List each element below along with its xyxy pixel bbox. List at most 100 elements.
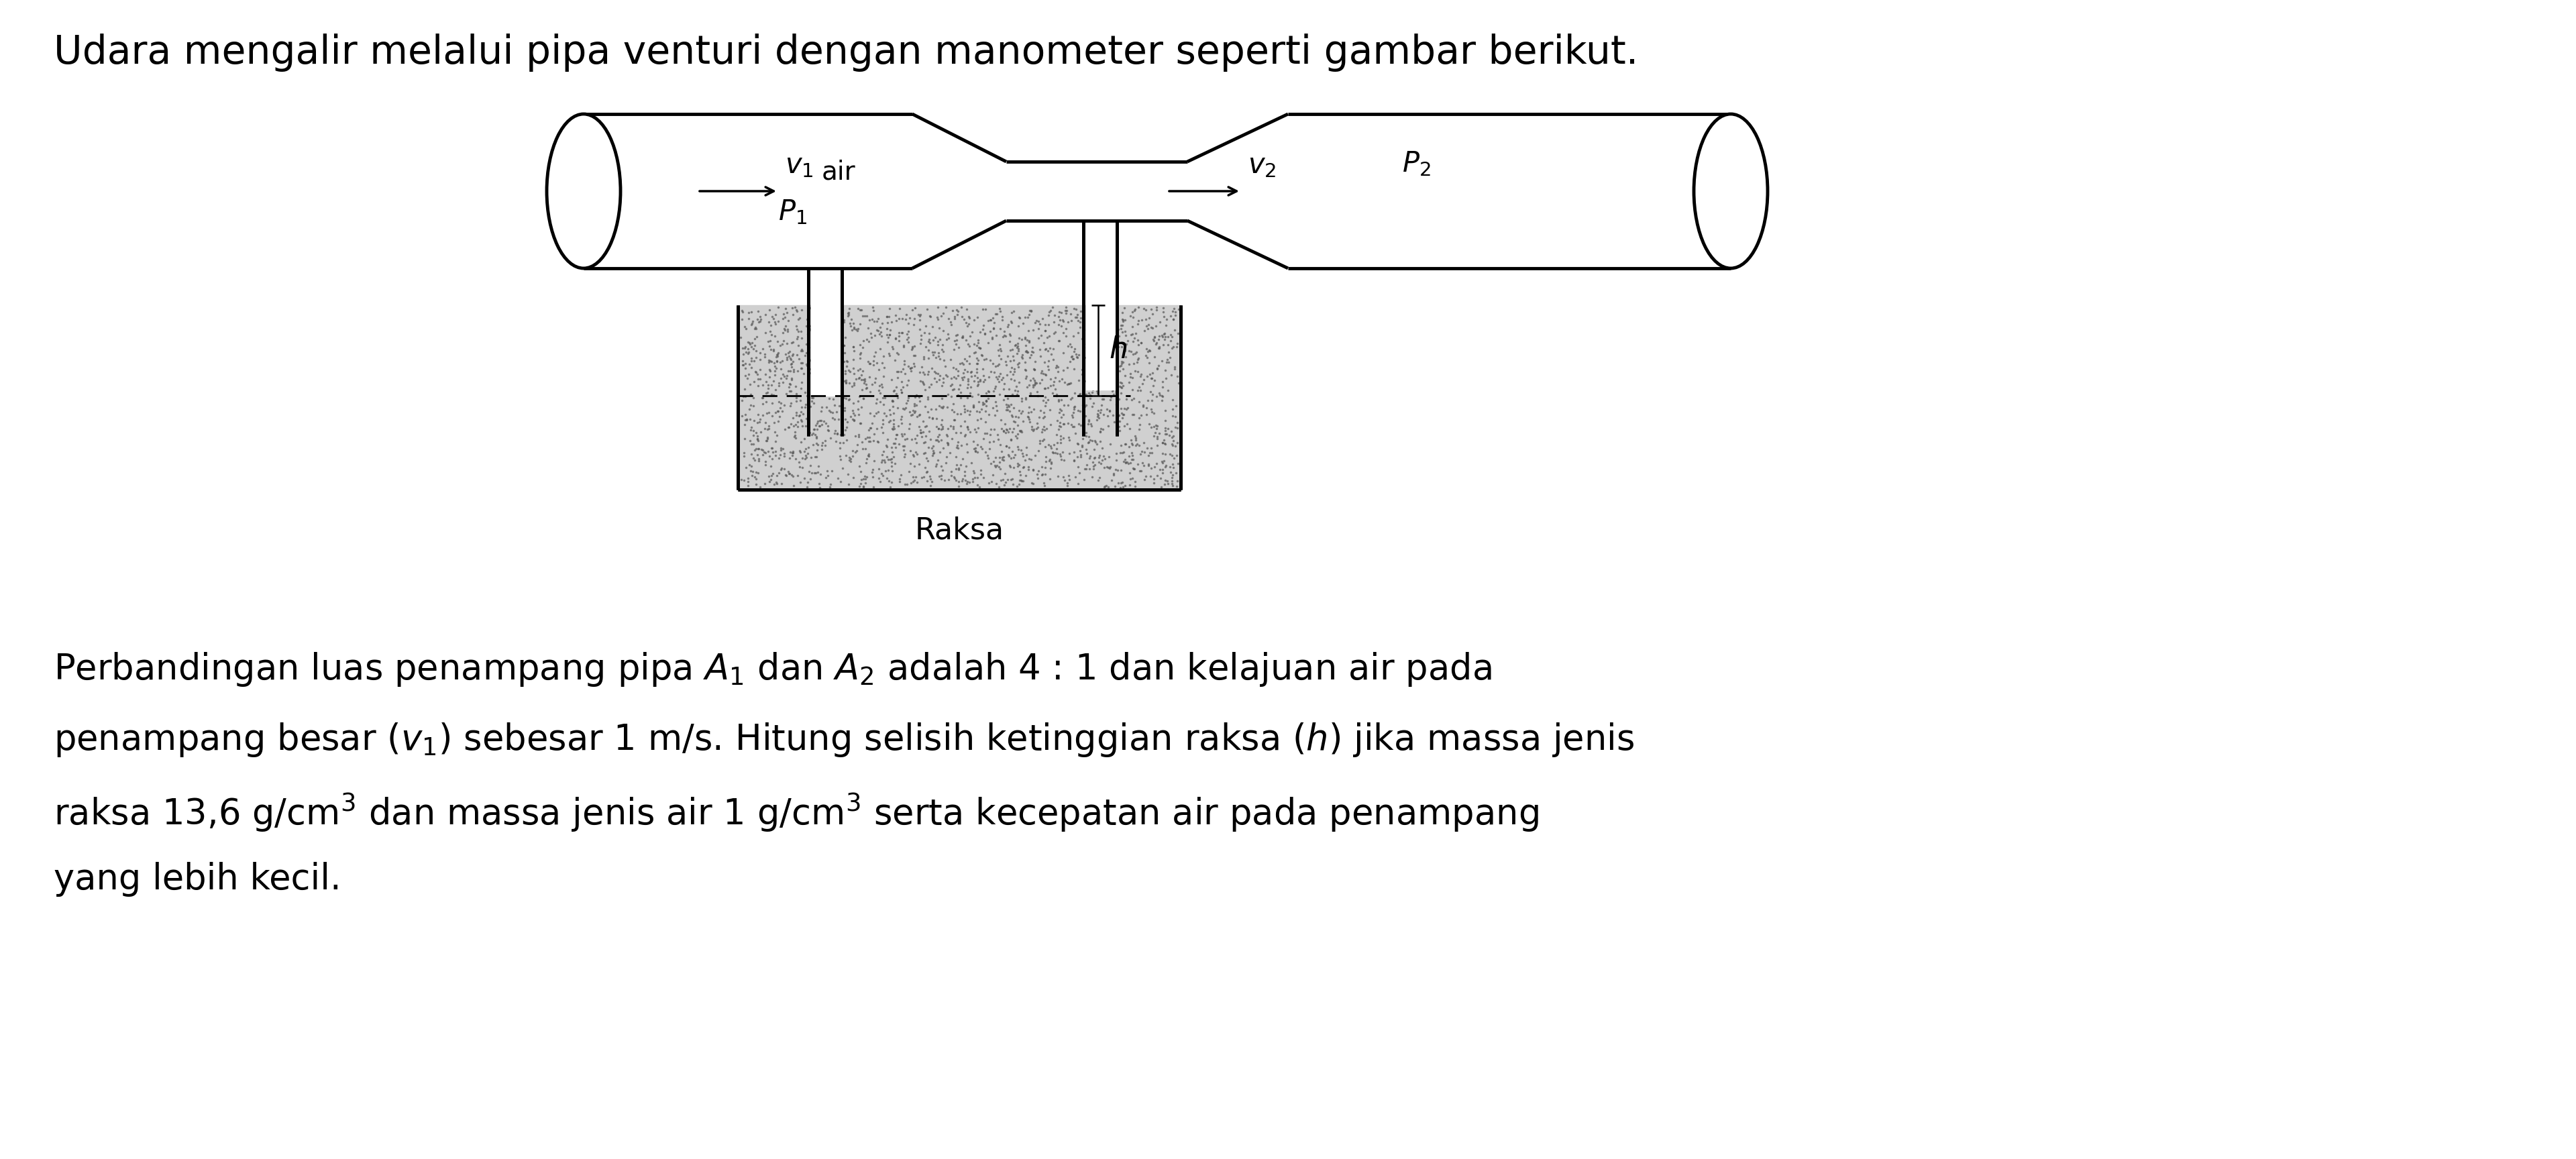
Point [729, 455, 770, 474]
Point [994, 336, 1036, 355]
Point [899, 455, 940, 474]
Point [1023, 465, 1064, 483]
Point [796, 357, 837, 376]
Point [927, 385, 969, 403]
Point [969, 367, 1010, 386]
Point [1007, 343, 1048, 362]
Point [989, 363, 1030, 381]
Point [732, 418, 773, 437]
Point [951, 378, 992, 396]
Point [930, 313, 971, 331]
Point [1100, 422, 1141, 440]
Point [984, 476, 1025, 495]
Point [884, 440, 925, 459]
Point [1002, 446, 1043, 465]
Point [726, 333, 768, 351]
Point [1087, 416, 1128, 435]
Point [933, 429, 974, 447]
Point [1028, 342, 1069, 360]
Point [1012, 400, 1054, 418]
Point [1069, 446, 1110, 465]
Point [773, 298, 814, 316]
Point [739, 413, 781, 431]
Point [760, 352, 801, 371]
Point [842, 362, 884, 380]
Point [1100, 474, 1141, 493]
Point [945, 330, 987, 349]
Point [788, 423, 829, 442]
Point [1054, 340, 1095, 358]
Point [744, 345, 786, 364]
Point [956, 436, 997, 454]
Point [1074, 312, 1115, 330]
Point [1074, 433, 1115, 452]
Point [742, 394, 783, 413]
Point [971, 308, 1012, 327]
Point [729, 396, 770, 415]
Point [981, 450, 1023, 468]
Point [984, 374, 1025, 393]
Point [848, 319, 889, 337]
Point [871, 451, 912, 469]
Point [1005, 342, 1046, 360]
Point [1079, 401, 1121, 420]
Point [791, 392, 832, 410]
Point [927, 447, 969, 466]
Point [948, 420, 989, 438]
Point [894, 347, 935, 365]
Point [1133, 348, 1175, 366]
Point [832, 320, 873, 338]
Point [791, 321, 832, 340]
Point [909, 307, 951, 326]
Point [1012, 460, 1054, 479]
Point [899, 305, 940, 323]
Point [829, 299, 871, 318]
Point [925, 472, 966, 490]
Point [953, 468, 994, 487]
Point [1105, 299, 1146, 318]
Point [860, 392, 902, 410]
Point [819, 450, 860, 468]
Point [884, 378, 925, 396]
Point [801, 370, 842, 388]
Point [881, 384, 922, 402]
Point [796, 440, 837, 459]
Point [811, 343, 853, 362]
Point [860, 340, 902, 358]
Point [876, 425, 917, 444]
Point [1079, 468, 1121, 487]
Point [966, 396, 1007, 415]
Point [1110, 453, 1151, 472]
Point [981, 371, 1023, 389]
Point [884, 336, 925, 355]
Point [786, 335, 827, 353]
Point [938, 337, 979, 356]
Point [958, 323, 999, 342]
Point [1115, 362, 1157, 380]
Point [884, 424, 925, 443]
Point [726, 476, 768, 495]
Point [1100, 378, 1141, 396]
Point [744, 420, 786, 438]
Point [868, 461, 909, 480]
Point [938, 460, 979, 479]
Point [943, 328, 984, 347]
Point [992, 431, 1033, 450]
Point [726, 340, 768, 358]
Point [1007, 305, 1048, 323]
Point [762, 309, 804, 328]
Point [1151, 435, 1193, 453]
Point [739, 410, 781, 429]
Point [765, 350, 806, 369]
Point [726, 473, 768, 491]
Point [948, 370, 989, 388]
Point [1090, 391, 1131, 409]
Point [1097, 389, 1139, 408]
Point [956, 349, 997, 367]
Point [902, 363, 943, 381]
Point [1043, 471, 1084, 489]
Point [1059, 345, 1100, 364]
Point [1059, 416, 1100, 435]
Point [878, 417, 920, 436]
Point [1069, 362, 1110, 380]
